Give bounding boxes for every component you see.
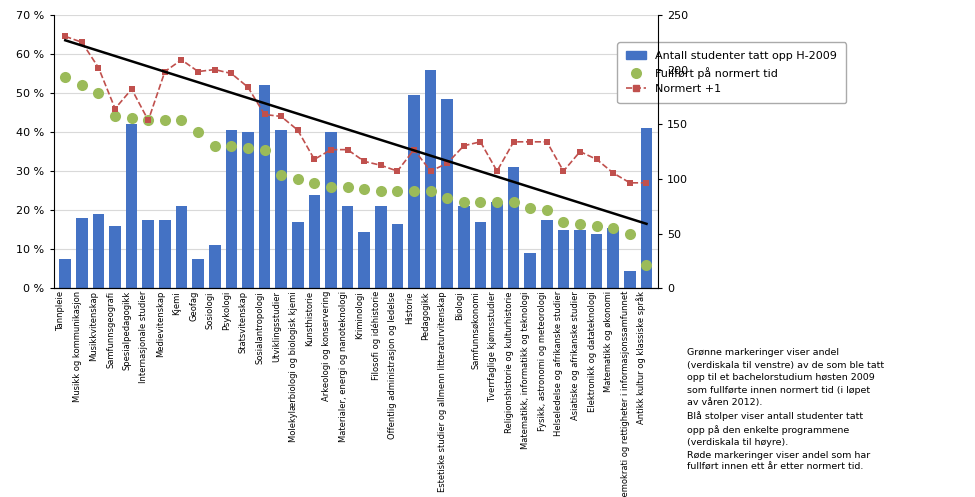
Bar — [292, 222, 303, 288]
Text: Grønne markeringer viser andel
(verdiskala til venstre) av de som ble tatt
opp t: Grønne markeringer viser andel (verdiska… — [687, 348, 884, 472]
Bar — [442, 99, 453, 288]
Bar — [142, 220, 154, 288]
Bar — [342, 206, 353, 288]
Bar — [607, 228, 619, 288]
Bar — [359, 232, 370, 288]
Bar — [126, 124, 137, 288]
Bar — [508, 167, 520, 288]
Bar — [475, 222, 487, 288]
Bar — [192, 259, 204, 288]
Bar — [558, 230, 569, 288]
Bar — [591, 234, 603, 288]
Bar — [375, 206, 387, 288]
Bar — [308, 194, 320, 288]
Bar — [242, 132, 254, 288]
Bar — [491, 202, 503, 288]
Bar — [159, 220, 171, 288]
Bar — [624, 271, 636, 288]
Bar — [325, 132, 336, 288]
Bar — [392, 224, 404, 288]
Bar — [258, 85, 270, 288]
Bar — [525, 253, 536, 288]
Bar — [76, 218, 88, 288]
Legend: Antall studenter tatt opp H-2009, Fullført på normert tid, Normert +1: Antall studenter tatt opp H-2009, Fullfø… — [617, 42, 846, 103]
Bar — [275, 130, 287, 288]
Bar — [458, 206, 470, 288]
Bar — [541, 220, 553, 288]
Bar — [59, 259, 71, 288]
Bar — [109, 226, 121, 288]
Bar — [209, 246, 220, 288]
Bar — [409, 95, 420, 288]
Bar — [225, 130, 237, 288]
Bar — [176, 206, 187, 288]
Bar — [641, 128, 652, 288]
Bar — [93, 214, 104, 288]
Bar — [574, 230, 586, 288]
Bar — [425, 70, 437, 288]
